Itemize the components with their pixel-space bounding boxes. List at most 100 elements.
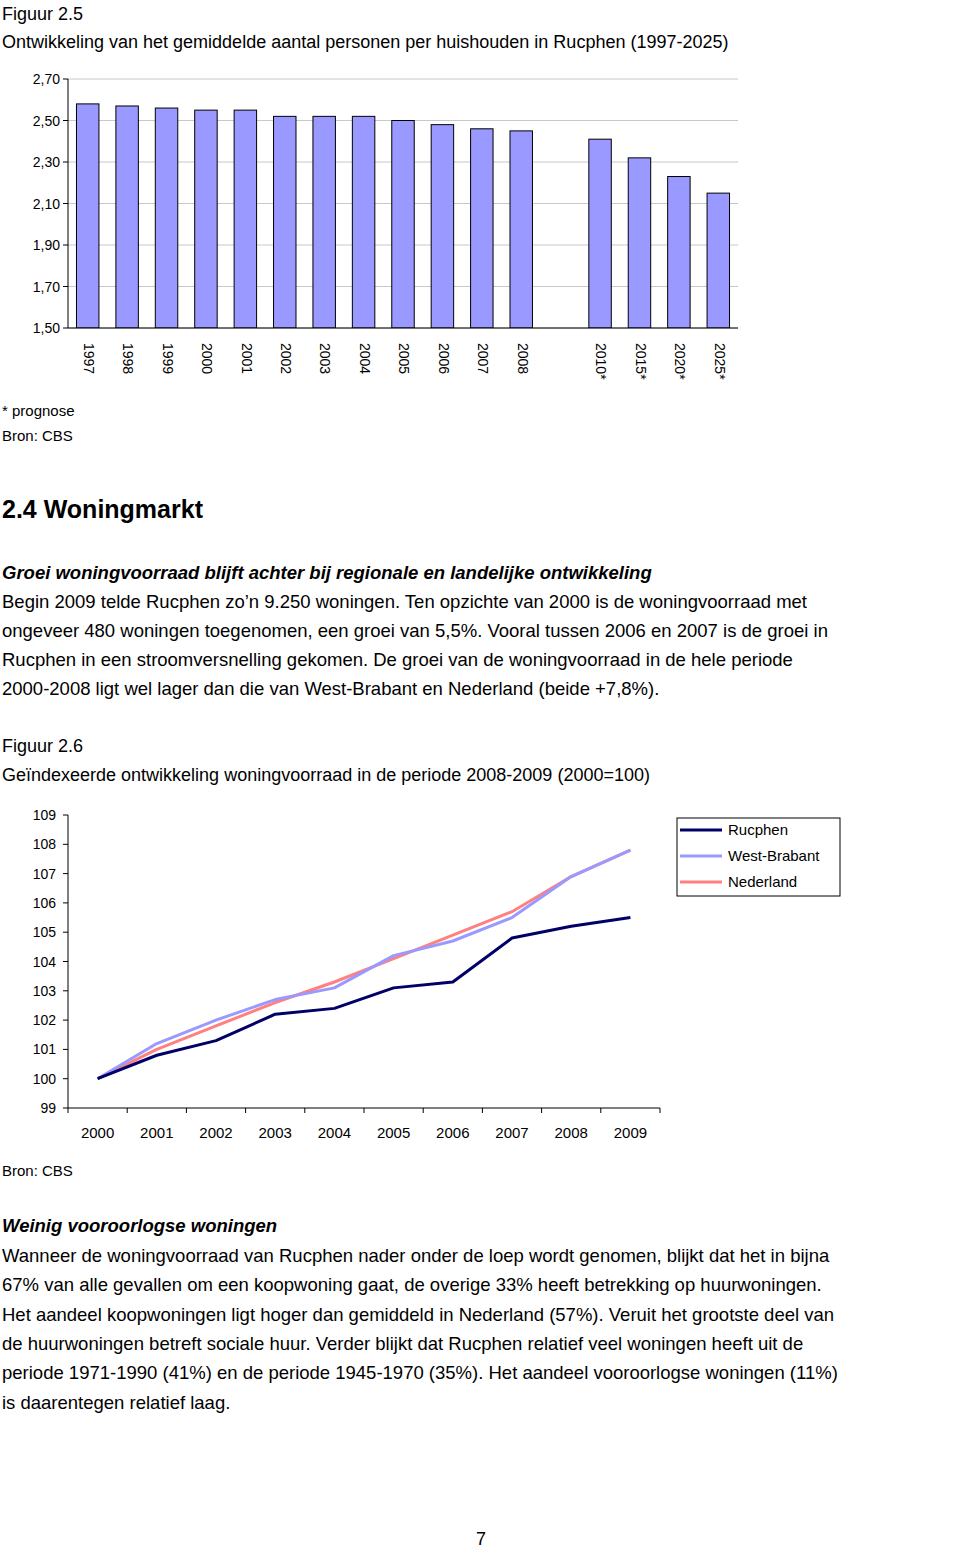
y-tick-label: 1,50: [33, 320, 60, 336]
source: Bron: CBS: [2, 427, 73, 444]
legend: RucphenWest-BrabantNederland: [677, 818, 840, 896]
y-tick: [63, 120, 68, 121]
y-tick: [63, 1108, 68, 1109]
paragraph-line: ongeveer 480 woningen toegenomen, een gr…: [2, 620, 828, 641]
bar: [76, 104, 98, 328]
x-tick-label: 2003: [259, 1124, 292, 1141]
series-line: [98, 918, 631, 1079]
bar: [510, 131, 532, 328]
x-tick: [482, 1108, 483, 1113]
subheading: Groei woningvoorraad blijft achter bij r…: [2, 562, 652, 583]
y-tick: [63, 1078, 68, 1079]
bar: [274, 116, 296, 328]
legend-swatch: [680, 855, 722, 858]
x-tick-label: 1998: [120, 343, 136, 374]
series-line: [98, 850, 631, 1079]
y-tick-label: 108: [33, 836, 57, 852]
legend-swatch: [680, 829, 722, 832]
x-tick-label: 2015*: [633, 343, 649, 380]
bars: [76, 104, 729, 328]
y-tick: [63, 328, 68, 329]
x-tick-label: 2025*: [712, 343, 728, 380]
paragraph-line: 2000-2008 ligt wel lager dan die van Wes…: [2, 678, 659, 699]
series-line: [98, 850, 631, 1079]
source: Bron: CBS: [2, 1162, 73, 1179]
x-tick-label: 2008: [515, 343, 531, 374]
y-tick: [63, 873, 68, 874]
x-tick: [245, 1108, 246, 1113]
x-tick-label: 2007: [475, 343, 491, 374]
y-tick-label: 1,90: [33, 237, 60, 253]
y-tick-label: 103: [33, 983, 57, 999]
x-tick-label: 2005: [396, 343, 412, 374]
bar: [431, 125, 453, 328]
page: Figuur 2.5Ontwikkeling van het gemiddeld…: [0, 0, 960, 1548]
x-tick: [127, 1108, 128, 1113]
y-tick-label: 1,70: [33, 279, 60, 295]
bar: [668, 177, 690, 328]
bar: [628, 158, 650, 328]
y-tick: [63, 815, 68, 816]
bar: [195, 110, 217, 328]
y-tick-label: 105: [33, 924, 57, 940]
y-tick-label: 101: [33, 1041, 57, 1057]
y-tick: [63, 203, 68, 204]
note: * prognose: [2, 402, 75, 419]
bar: [707, 193, 729, 328]
x-tick-label: 2000: [81, 1124, 114, 1141]
figure-title: Geïndexeerde ontwikkeling woningvoorraad…: [2, 765, 650, 785]
y-tick-label: 99: [40, 1100, 56, 1116]
x-tick: [660, 1108, 661, 1113]
paragraph-line: 67% van alle gevallen om een koopwoning …: [2, 1274, 822, 1295]
subsection-heading: Weinig vooroorlogse woningen: [2, 1215, 277, 1236]
bar: [352, 116, 374, 328]
page-number: 7: [476, 1529, 486, 1548]
line-chart: 9910010110210310410510610710810920002001…: [33, 807, 840, 1141]
legend-label: West-Brabant: [728, 847, 820, 864]
x-tick-label: 2006: [436, 343, 452, 374]
bar: [392, 121, 414, 329]
paragraph-line: de huurwoningen betreft sociale huur. Ve…: [2, 1333, 803, 1354]
paragraph-line: Begin 2009 telde Rucphen zo’n 9.250 woni…: [2, 591, 807, 612]
y-tick-label: 2,30: [33, 154, 60, 170]
y-tick-label: 109: [33, 807, 57, 823]
x-tick: [600, 1108, 601, 1113]
x-tick-label: 2001: [239, 343, 255, 374]
background: [0, 0, 960, 1548]
x-tick-label: 2008: [555, 1124, 588, 1141]
x-tick-label: 2007: [495, 1124, 528, 1141]
y-tick: [63, 961, 68, 962]
bar: [234, 110, 256, 328]
y-tick: [63, 990, 68, 991]
x-tick-label: 2004: [318, 1124, 351, 1141]
y-tick-label: 2,70: [33, 71, 60, 87]
x-tick: [541, 1108, 542, 1113]
x-tick-label: 1997: [81, 343, 97, 374]
section-heading: 2.4 Woningmarkt: [2, 495, 204, 523]
y-tick-label: 106: [33, 895, 57, 911]
legend-box: [677, 818, 840, 896]
legend-label: Nederland: [728, 873, 797, 890]
lines: [98, 850, 631, 1079]
x-tick-label: 2000: [199, 343, 215, 374]
bar: [471, 129, 493, 328]
paragraph-line: periode 1971-1990 (41%) en de periode 19…: [2, 1362, 838, 1383]
x-tick-label: 1999: [160, 343, 176, 374]
y-tick-label: 104: [33, 954, 57, 970]
x-tick-label: 2002: [278, 343, 294, 374]
y-tick-label: 100: [33, 1071, 57, 1087]
x-tick-label: 2003: [317, 343, 333, 374]
y-tick: [63, 844, 68, 845]
y-tick: [63, 932, 68, 933]
bar-chart: 1,50 1,70 1,90 2,10 2,30 2,50 2,70 1997 1998 1999…: [33, 71, 738, 380]
y-tick: [63, 162, 68, 163]
x-tick-label: 2006: [436, 1124, 469, 1141]
paragraph-line: Wanneer de woningvoorraad van Rucphen na…: [2, 1245, 830, 1266]
y-tick-label: 2,50: [33, 113, 60, 129]
bar: [313, 116, 335, 328]
bar: [116, 106, 138, 328]
y-tick-label: 2,10: [33, 196, 60, 212]
y-tick: [63, 902, 68, 903]
y-tick: [63, 1049, 68, 1050]
x-tick-label: 2010*: [593, 343, 609, 380]
